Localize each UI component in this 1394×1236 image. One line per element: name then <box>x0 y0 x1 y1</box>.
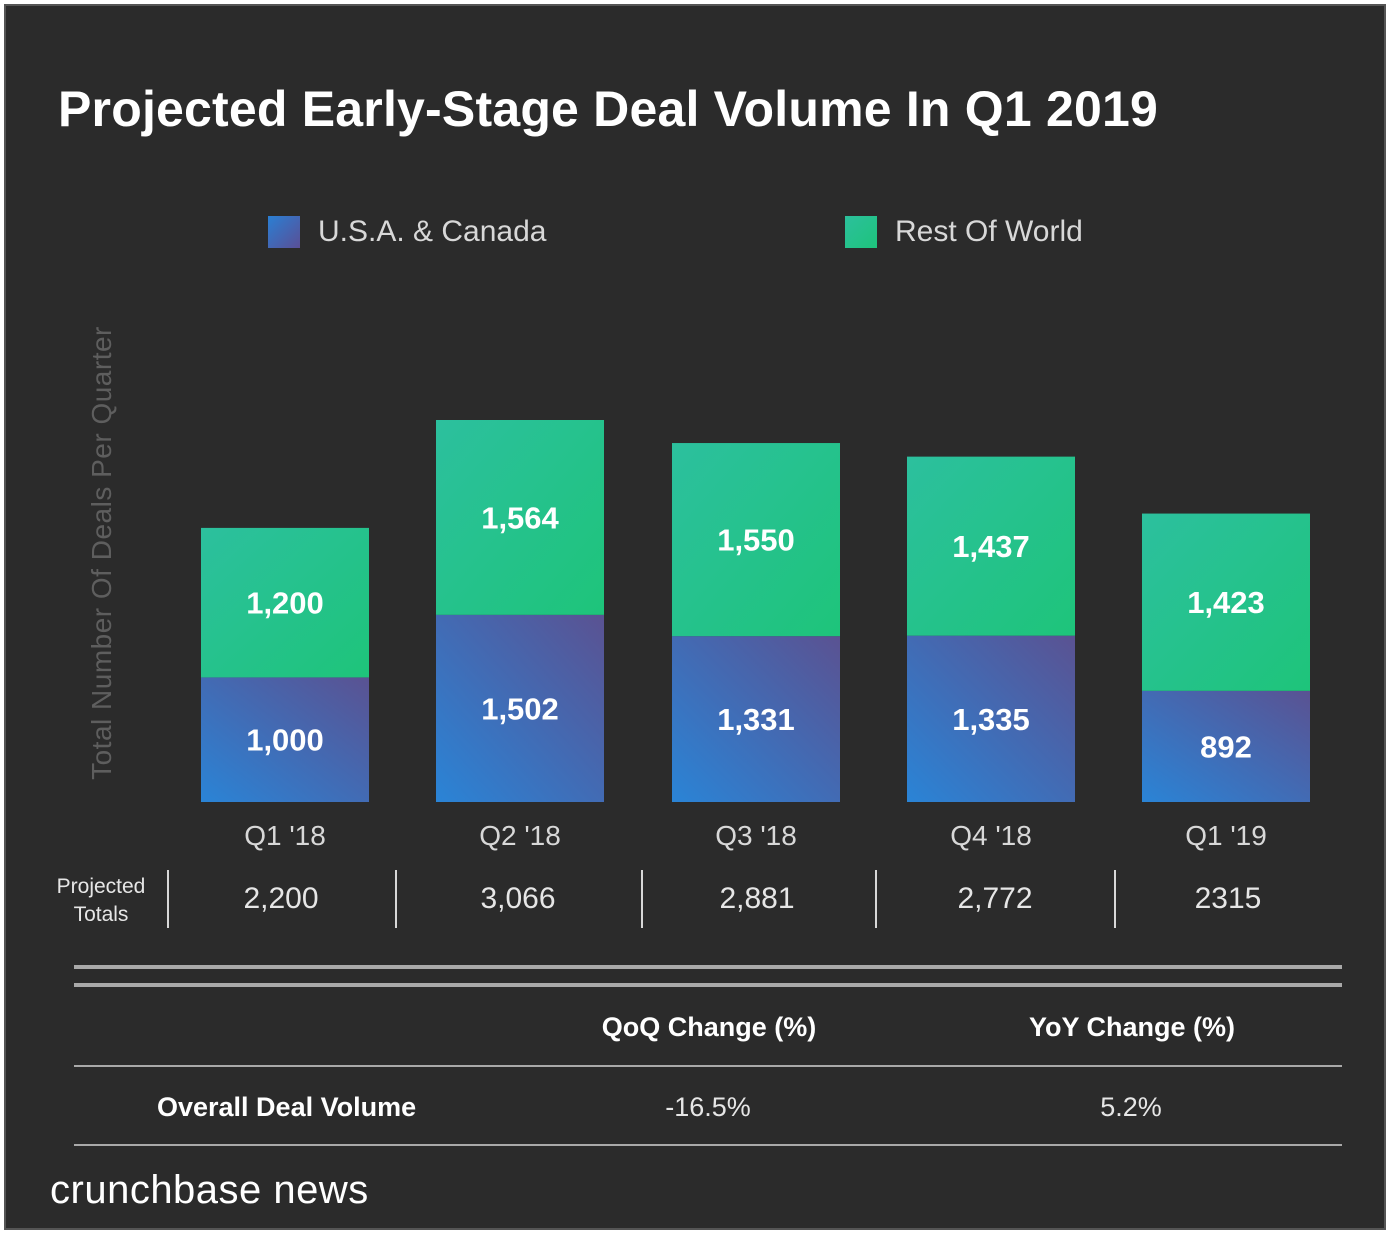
legend-item-usa-canada: U.S.A. & Canada <box>268 212 546 252</box>
projected-total-value: 2,772 <box>957 882 1033 915</box>
legend-swatch-usa-canada <box>268 216 300 248</box>
legend-label-usa-canada: U.S.A. & Canada <box>318 215 547 248</box>
totals-separator <box>875 870 877 928</box>
projected-total-value: 2,881 <box>719 882 795 915</box>
brand-logo: crunchbase news <box>50 1168 369 1212</box>
bar-rest-of-world <box>436 420 604 615</box>
bar-usa-canada <box>201 677 369 802</box>
overall-deal-volume-label: Overall Deal Volume <box>157 1092 417 1122</box>
bar-rest-of-world <box>672 443 840 637</box>
x-tick-label: Q1 '19 <box>1185 820 1267 851</box>
data-label-usa-canada: 1,000 <box>246 723 324 758</box>
projected-totals-label: Projected Totals <box>56 875 146 926</box>
legend-label-rest-of-world: Rest Of World <box>895 215 1083 248</box>
data-label-usa-canada: 892 <box>1200 729 1252 764</box>
bar-rest-of-world <box>907 456 1075 636</box>
data-label-usa-canada: 1,331 <box>717 702 795 737</box>
totals-separator <box>395 870 397 928</box>
divider-line <box>74 965 1342 969</box>
projected-total-value: 2315 <box>1194 882 1262 915</box>
data-label-rest-of-world: 1,200 <box>246 586 324 621</box>
projected-total-value: 2,200 <box>243 882 319 915</box>
x-tick-label: Q4 '18 <box>950 820 1032 851</box>
data-label-rest-of-world: 1,423 <box>1187 585 1265 620</box>
bar-rest-of-world <box>201 527 369 678</box>
data-label-usa-canada: 1,335 <box>952 702 1030 737</box>
divider-line <box>74 983 1342 987</box>
bar-usa-canada <box>672 636 840 802</box>
yoy-change-header: YoY Change (%) <box>1028 1012 1236 1042</box>
table-bottom-divider <box>74 1144 1342 1146</box>
qoq-change-value: -16.5% <box>665 1092 751 1122</box>
qoq-change-header: QoQ Change (%) <box>601 1012 817 1042</box>
table-row-divider <box>74 1065 1342 1067</box>
data-label-rest-of-world: 1,564 <box>481 500 559 535</box>
x-tick-label: Q1 '18 <box>244 820 326 851</box>
bar-usa-canada <box>907 635 1075 802</box>
legend-item-rest-of-world: Rest Of World <box>845 212 1083 252</box>
totals-separator <box>1114 870 1116 928</box>
x-tick-label: Q2 '18 <box>479 820 561 851</box>
x-tick-label: Q3 '18 <box>715 820 797 851</box>
data-label-usa-canada: 1,502 <box>481 691 559 726</box>
projected-total-value: 3,066 <box>480 882 556 915</box>
data-label-rest-of-world: 1,437 <box>952 529 1030 564</box>
bar-usa-canada <box>436 614 604 802</box>
legend-swatch-rest-of-world <box>845 216 877 248</box>
data-label-rest-of-world: 1,550 <box>717 523 795 558</box>
bar-rest-of-world <box>1142 513 1310 691</box>
yoy-change-value: 5.2% <box>1100 1092 1162 1122</box>
bar-usa-canada <box>1142 690 1310 802</box>
totals-separator <box>641 870 643 928</box>
totals-separator <box>167 870 169 928</box>
chart-title: Projected Early-Stage Deal Volume In Q1 … <box>58 81 1158 137</box>
